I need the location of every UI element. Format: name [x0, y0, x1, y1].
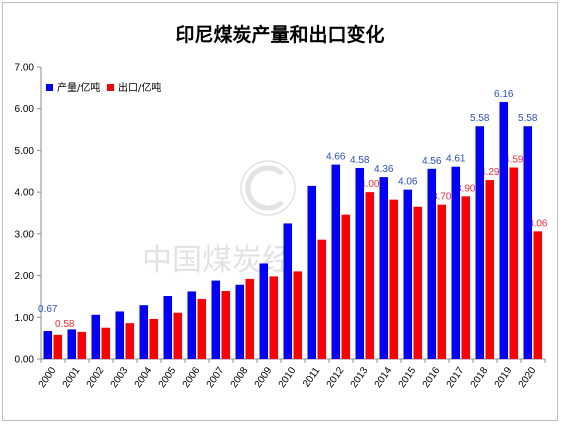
production-data-label: 5.58 — [518, 113, 538, 124]
production-bar-2018 — [475, 126, 484, 359]
export-data-label: 4.59 — [504, 155, 524, 166]
production-data-label: 6.16 — [494, 89, 514, 100]
export-bar-2003 — [125, 323, 134, 359]
export-bar-2005 — [173, 312, 182, 359]
production-bar-2004 — [139, 305, 148, 359]
legend: 产量/亿吨 出口/亿吨 — [46, 81, 161, 94]
export-bar-2010 — [293, 271, 302, 359]
legend-swatch-production — [46, 84, 53, 91]
y-tick-label: 7.00 — [15, 63, 35, 74]
production-data-label: 4.06 — [398, 177, 418, 188]
export-data-label: 3.90 — [456, 183, 476, 194]
y-tick-label: 1.00 — [15, 313, 35, 324]
production-bar-2005 — [163, 296, 172, 359]
y-tick-label: 2.00 — [15, 271, 35, 282]
chart-title: 印尼煤炭产量和出口变化 — [175, 23, 384, 46]
export-bar-2016 — [437, 204, 446, 359]
export-data-labels: 0.58 4.00 3.70 3.90 4.29 4.59 3.06 — [55, 155, 548, 330]
production-bar-2006 — [187, 291, 196, 359]
production-bar-2016 — [427, 168, 436, 359]
bars — [43, 102, 542, 359]
export-bar-2019 — [509, 167, 518, 359]
export-data-label: 4.00 — [360, 179, 380, 190]
production-data-label: 4.36 — [374, 164, 394, 175]
production-bar-2015 — [403, 189, 412, 359]
export-bar-2009 — [269, 276, 278, 359]
production-bar-2001 — [67, 329, 76, 359]
legend-label-production: 产量/亿吨 — [57, 81, 100, 94]
export-bar-2018 — [485, 180, 494, 359]
production-bar-2011 — [307, 185, 316, 359]
y-tick-label: 0.00 — [15, 355, 35, 366]
production-data-label: 4.61 — [446, 154, 466, 165]
export-bar-2014 — [389, 199, 398, 359]
production-data-label: 4.58 — [350, 155, 370, 166]
export-bar-2011 — [317, 239, 326, 359]
production-bar-2003 — [115, 311, 124, 359]
export-data-label: 4.29 — [480, 167, 500, 178]
production-bar-2012 — [331, 164, 340, 359]
production-bar-2019 — [499, 102, 508, 359]
production-data-label: 4.66 — [326, 152, 346, 163]
production-data-label: 5.58 — [470, 113, 490, 124]
watermark-logo-icon — [240, 160, 296, 216]
production-bar-2014 — [379, 177, 388, 359]
export-data-label: 3.70 — [432, 192, 452, 203]
production-bar-2009 — [259, 263, 268, 359]
production-data-labels: 0.67 4.66 4.58 4.36 4.06 4.56 4.61 5.58 6.16 5.58 — [38, 89, 538, 315]
production-bar-2002 — [91, 314, 100, 359]
production-data-label: 0.67 — [38, 304, 58, 315]
production-data-label: 4.56 — [422, 156, 442, 167]
production-bar-2008 — [235, 284, 244, 359]
export-bar-2000 — [53, 334, 62, 359]
production-bar-2017 — [451, 166, 460, 359]
export-bar-2013 — [365, 192, 374, 359]
export-bar-2015 — [413, 206, 422, 359]
y-tick-label: 4.00 — [15, 188, 35, 199]
production-bar-2000 — [43, 331, 52, 359]
legend-swatch-export — [107, 84, 114, 91]
export-data-label: 0.58 — [55, 319, 75, 330]
production-bar-2010 — [283, 223, 292, 359]
production-bar-2013 — [355, 167, 364, 359]
y-tick-label: 3.00 — [15, 229, 35, 240]
production-bar-2007 — [211, 280, 220, 359]
export-bar-2001 — [77, 331, 86, 359]
export-bar-2002 — [101, 327, 110, 359]
y-tick-label: 6.00 — [15, 104, 35, 115]
export-bar-2006 — [197, 298, 206, 359]
export-bar-2012 — [341, 214, 350, 359]
y-tick-label: 5.00 — [15, 146, 35, 157]
export-bar-2007 — [221, 291, 230, 359]
watermark-text: 中国煤炭经 — [142, 243, 292, 278]
export-bar-2020 — [533, 231, 542, 359]
production-bar-2020 — [523, 126, 532, 359]
export-bar-2017 — [461, 196, 470, 359]
legend-label-export: 出口/亿吨 — [118, 81, 161, 94]
export-data-label: 3.06 — [528, 218, 548, 229]
export-bar-2004 — [149, 318, 158, 359]
export-bar-2008 — [245, 278, 254, 359]
